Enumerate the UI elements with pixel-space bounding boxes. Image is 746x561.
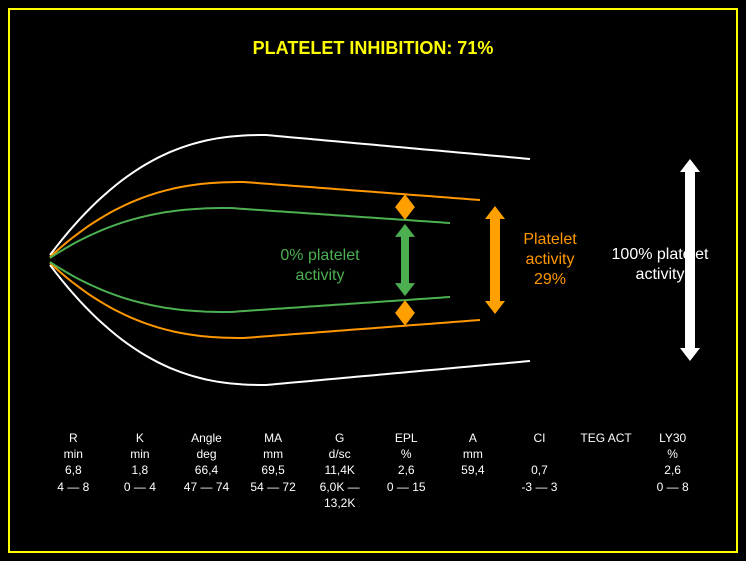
param-value xyxy=(573,462,640,478)
param-name: CI xyxy=(506,430,573,446)
param-value: 2,6 xyxy=(639,462,706,478)
param-name: Angle xyxy=(173,430,240,446)
param-name: EPL xyxy=(373,430,440,446)
param-name: K xyxy=(107,430,174,446)
frame-border: PLATELET INHIBITION: 71% 0% platelet act… xyxy=(8,8,738,553)
param-name: MA xyxy=(240,430,307,446)
param-range: -3 — 3 xyxy=(506,479,573,495)
annot-full-l2: activity xyxy=(636,266,685,283)
param-unit: d/sc xyxy=(306,446,373,462)
param-unit: deg xyxy=(173,446,240,462)
param-name: LY30 xyxy=(639,430,706,446)
param-col-CI: CI 0,7-3 — 3 xyxy=(506,430,573,511)
annot-29-l2: activity xyxy=(526,251,575,268)
param-value: 1,8 xyxy=(107,462,174,478)
param-col-TEG ACT: TEG ACT xyxy=(573,430,640,511)
param-col-A: Amm59,4 xyxy=(440,430,507,511)
param-unit xyxy=(573,446,640,462)
param-value: 0,7 xyxy=(506,462,573,478)
param-col-G: Gd/sc11,4K6,0K — 13,2K xyxy=(306,430,373,511)
param-col-Angle: Angledeg66,447 — 74 xyxy=(173,430,240,511)
param-col-R: Rmin6,84 — 8 xyxy=(40,430,107,511)
param-unit: mm xyxy=(240,446,307,462)
param-range xyxy=(573,479,640,495)
param-value: 59,4 xyxy=(440,462,507,478)
param-unit xyxy=(506,446,573,462)
param-range xyxy=(440,479,507,495)
annot-29-l3: 29% xyxy=(534,271,566,288)
param-value: 2,6 xyxy=(373,462,440,478)
param-range: 54 — 72 xyxy=(240,479,307,495)
parameter-table: Rmin6,84 — 8Kmin1,80 — 4Angledeg66,447 —… xyxy=(40,430,706,511)
param-name: R xyxy=(40,430,107,446)
param-unit: mm xyxy=(440,446,507,462)
annot-zero-pct-l1: 0% platelet xyxy=(280,247,359,264)
annot-full-l1: 100% platelet xyxy=(612,246,709,263)
param-unit: % xyxy=(373,446,440,462)
param-col-MA: MAmm69,554 — 72 xyxy=(240,430,307,511)
param-range: 47 — 74 xyxy=(173,479,240,495)
param-col-K: Kmin1,80 — 4 xyxy=(107,430,174,511)
param-range: 4 — 8 xyxy=(40,479,107,495)
annot-full-pct: 100% platelet activity xyxy=(600,245,720,285)
param-range: 6,0K — 13,2K xyxy=(306,479,373,511)
param-col-LY30: LY30%2,60 — 8 xyxy=(639,430,706,511)
param-unit: min xyxy=(40,446,107,462)
param-name: A xyxy=(440,430,507,446)
annot-29-l1: Platelet xyxy=(523,231,576,248)
param-value: 66,4 xyxy=(173,462,240,478)
param-name: G xyxy=(306,430,373,446)
chart-title: PLATELET INHIBITION: 71% xyxy=(10,38,736,59)
param-unit: % xyxy=(639,446,706,462)
teg-chart: 0% platelet activity Platelet activity 2… xyxy=(30,110,730,410)
param-range: 0 — 4 xyxy=(107,479,174,495)
annot-zero-pct-l2: activity xyxy=(296,267,345,284)
annot-zero-pct: 0% platelet activity xyxy=(260,246,380,286)
param-name: TEG ACT xyxy=(573,430,640,446)
param-value: 11,4K xyxy=(306,462,373,478)
param-col-EPL: EPL%2,60 — 15 xyxy=(373,430,440,511)
param-range: 0 — 15 xyxy=(373,479,440,495)
annot-platelet-29: Platelet activity 29% xyxy=(510,230,590,290)
param-value: 69,5 xyxy=(240,462,307,478)
param-range: 0 — 8 xyxy=(639,479,706,495)
param-value: 6,8 xyxy=(40,462,107,478)
param-unit: min xyxy=(107,446,174,462)
